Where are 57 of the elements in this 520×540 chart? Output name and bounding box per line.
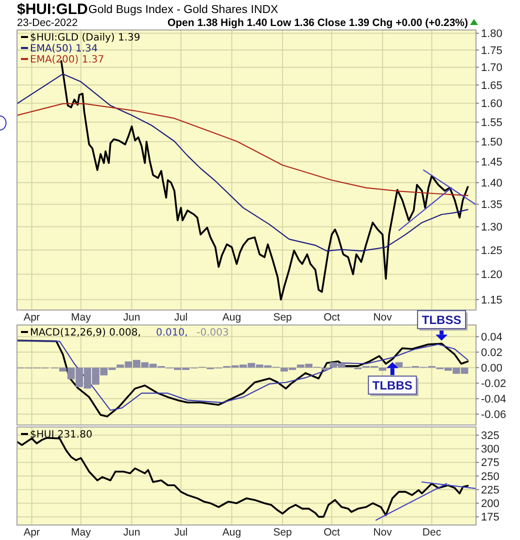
y-tick-label: 325 — [481, 430, 500, 442]
y-tick-label: 1.70 — [481, 62, 502, 74]
x-tick-label: Sep — [273, 526, 292, 538]
x-tick-label: Jul — [174, 312, 188, 324]
text: Open 1.38 High 1.40 Low 1.36 Close 1.39 Chg +0.00 (+0.23%) — [167, 17, 468, 29]
text: 23-Dec-2022 — [17, 17, 78, 29]
y-tick-label: 175 — [481, 512, 500, 524]
y-tick-label: 0.02 — [481, 346, 502, 359]
x-tick-label: Apr — [24, 312, 40, 324]
y-tick-label: 1.30 — [481, 222, 502, 234]
y-tick-label: 1.65 — [481, 80, 502, 92]
legend-label: $HUI 231.80 — [30, 430, 92, 440]
y-tick-label: -0.06 — [481, 408, 506, 421]
x-tick-label: Nov — [373, 312, 393, 324]
y-tick-label: 275 — [481, 457, 500, 470]
x-tick-label: May — [71, 526, 92, 538]
x-tick-label: Jul — [174, 526, 188, 538]
legend-label: EMA(200) 1.37 — [30, 54, 104, 66]
y-tick-label: 0.04 — [481, 331, 502, 344]
y-tick-label: 1.50 — [481, 136, 502, 149]
x-tick-label: Sep — [273, 312, 292, 324]
y-tick-label: 1.25 — [481, 244, 502, 257]
text: -0.003 — [196, 328, 229, 338]
y-tick-label: 1.55 — [481, 117, 502, 130]
y-tick-label: 300 — [481, 444, 500, 456]
x-tick-label: Dec — [422, 526, 442, 538]
annotation: TLBSS — [422, 313, 462, 328]
x-tick-label: May — [71, 312, 92, 324]
chart-title: $HUI:GLD — [17, 1, 88, 18]
x-tick-label: Oct — [324, 526, 340, 538]
x-tick-label: Apr — [24, 526, 40, 538]
y-tick-label: 1.75 — [481, 44, 502, 57]
y-tick-label: 200 — [481, 498, 500, 510]
x-tick-label: Aug — [222, 526, 242, 538]
annotation: TLBBS — [372, 378, 412, 393]
legend-label: EMA(50) 1.34 — [30, 44, 98, 54]
x-tick-label: Oct — [324, 312, 340, 324]
y-tick-label: 1.40 — [481, 178, 502, 190]
chart-subtitle: Gold Bugs Index - Gold Shares INDX — [88, 4, 279, 16]
y-tick-label: 250 — [481, 470, 500, 483]
legend-label: MACD(12,26,9) 0.008, — [30, 328, 141, 338]
x-tick-label: Nov — [373, 526, 393, 538]
y-tick-label: -0.02 — [481, 378, 506, 390]
x-tick-label: Jun — [123, 526, 140, 538]
y-tick-label: 1.35 — [481, 199, 502, 212]
y-tick-label: 1.80 — [481, 28, 502, 40]
y-tick-label: 1.15 — [481, 294, 502, 306]
x-tick-label: Aug — [222, 312, 242, 324]
x-tick-label: Jun — [123, 312, 140, 324]
y-tick-label: -0.04 — [481, 393, 506, 406]
y-tick-label: 1.20 — [481, 269, 502, 282]
y-tick-label: 0.00 — [481, 362, 502, 374]
y-tick-label: 225 — [481, 484, 500, 496]
text: 0.010, — [156, 328, 188, 338]
legend-label: $HUI:GLD (Daily) 1.39 — [30, 32, 140, 44]
y-tick-label: 1.45 — [481, 156, 502, 169]
y-tick-label: 1.60 — [481, 98, 502, 110]
